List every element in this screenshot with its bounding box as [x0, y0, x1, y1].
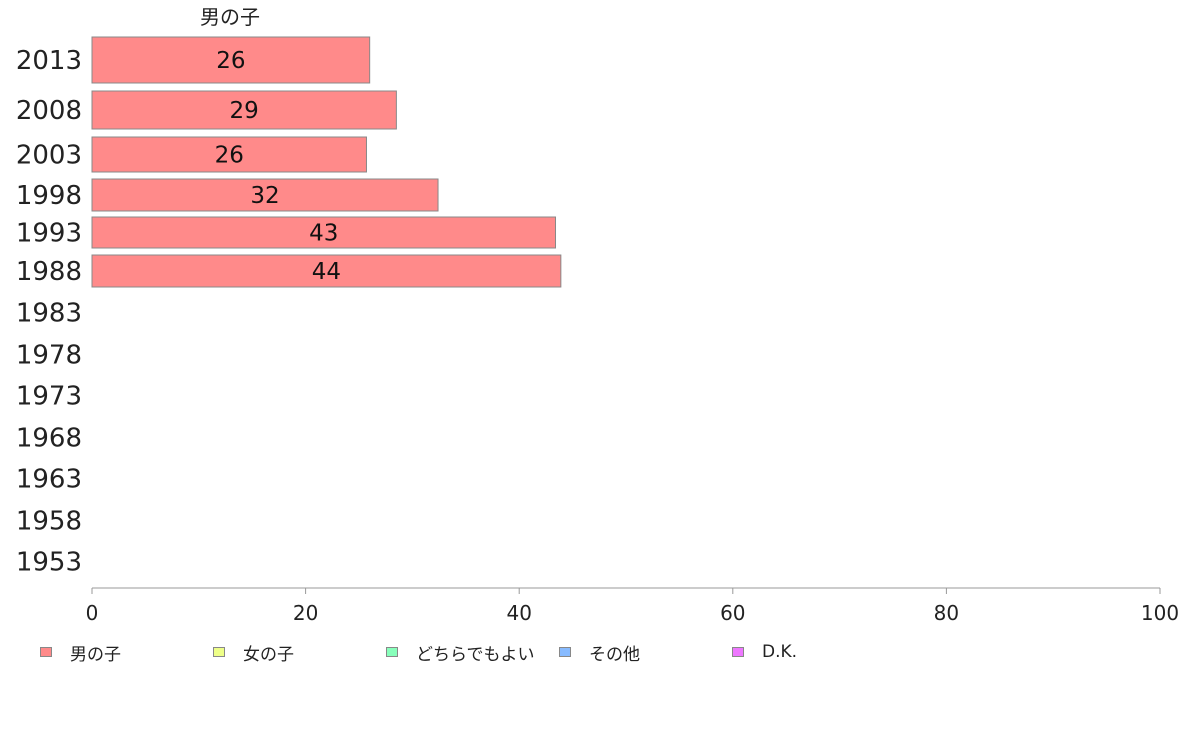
bar-1993	[91, 216, 557, 249]
bar-value-label-2008: 29	[230, 98, 259, 124]
legend-label: その他	[589, 644, 640, 665]
x-tick-label-0: 0	[86, 601, 99, 625]
year-label-1988: 1988	[16, 257, 82, 287]
legend-label: 男の子	[70, 644, 121, 665]
legend: 男の子 女の子 どちらでもよい その他 D.K.	[0, 640, 1188, 665]
year-label-1993: 1993	[16, 219, 82, 249]
year-label-1973: 1973	[16, 382, 82, 412]
legend-label: どちらでもよい	[416, 644, 535, 665]
panel-title: 男の子	[200, 5, 260, 29]
legend-item-0: 男の子	[40, 640, 121, 665]
legend-swatch	[213, 647, 225, 657]
year-label-2008: 2008	[16, 96, 82, 126]
legend-swatch	[386, 647, 398, 657]
year-label-1958: 1958	[16, 507, 82, 537]
bar-value-label-1993: 43	[309, 221, 338, 247]
legend-item-2: どちらでもよい	[386, 640, 535, 665]
legend-item-1: 女の子	[213, 640, 294, 665]
legend-label: D.K.	[762, 642, 798, 662]
x-tick-label-60: 60	[720, 601, 745, 625]
year-label-1953: 1953	[16, 548, 82, 578]
bar-2008	[91, 90, 397, 130]
bar-2003	[91, 136, 367, 173]
x-tick-label-20: 20	[293, 601, 318, 625]
x-tick-label-40: 40	[506, 601, 531, 625]
x-tick-label-80: 80	[934, 601, 959, 625]
x-tick-label-100: 100	[1141, 601, 1179, 625]
legend-swatch	[40, 647, 52, 657]
year-label-1998: 1998	[16, 181, 82, 211]
legend-swatch	[559, 647, 571, 657]
bar-value-label-2003: 26	[215, 143, 244, 169]
year-label-2003: 2003	[16, 141, 82, 171]
x-axis: 0 20 40 60 80 100	[86, 587, 1179, 625]
legend-item-4: D.K.	[732, 640, 797, 664]
year-label-1963: 1963	[16, 465, 82, 495]
bar-1988	[91, 254, 562, 288]
year-labels: 2013 2008 2003 1998 1993 1988 1983 1978 1973 1968…	[16, 46, 82, 578]
year-label-1983: 1983	[16, 299, 82, 329]
bar-1998	[91, 178, 439, 212]
legend-item-3: その他	[559, 640, 640, 665]
bar-value-label-1988: 44	[312, 259, 341, 285]
bar-value-label-1998: 32	[250, 183, 279, 209]
legend-swatch	[732, 647, 744, 657]
legend-label: 女の子	[243, 644, 294, 665]
year-label-1968: 1968	[16, 424, 82, 454]
bar-2013	[91, 36, 371, 84]
year-label-2013: 2013	[16, 46, 82, 76]
year-label-1978: 1978	[16, 341, 82, 371]
bar-value-label-2013: 26	[216, 48, 245, 74]
